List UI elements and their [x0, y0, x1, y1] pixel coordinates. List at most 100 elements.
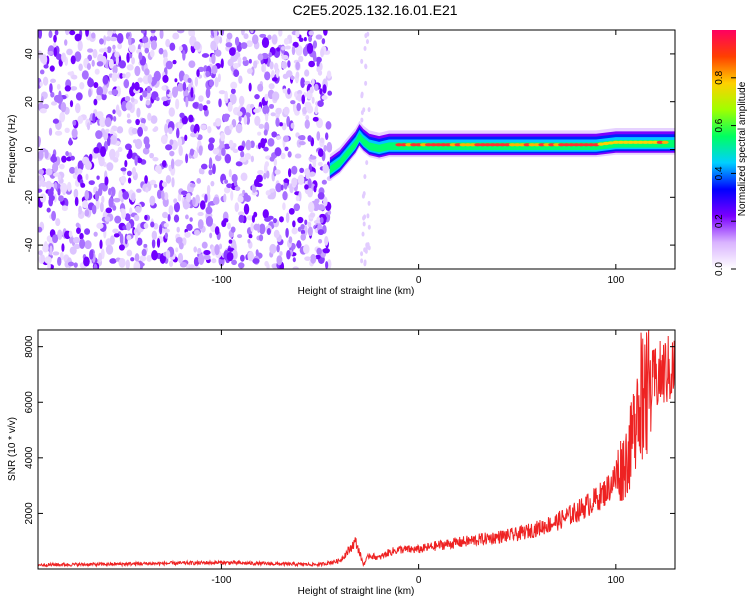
heatmap-cell [87, 54, 93, 62]
heatmap-cell [74, 103, 81, 114]
heatmap-ytick-label: 20 [24, 96, 35, 108]
heatmap-cell [79, 238, 86, 249]
heatmap-cell [300, 224, 305, 230]
heatmap-cell [161, 160, 167, 168]
heatmap-cell [175, 236, 183, 244]
heatmap-cell [318, 239, 323, 244]
heatmap-cell [113, 115, 117, 122]
heatmap-cell [85, 173, 89, 181]
heatmap-cell [264, 71, 271, 81]
heatmap-cell [186, 223, 193, 231]
heatmap-cell [302, 46, 309, 57]
heatmap-cell [114, 215, 122, 224]
heatmap-cell [57, 229, 63, 240]
ridge-core [454, 143, 462, 147]
heatmap-cell [279, 122, 283, 127]
heatmap-cell [126, 170, 132, 177]
heatmap-cell [123, 78, 130, 89]
heatmap-cell [60, 182, 68, 194]
snr-ytick-label: 4000 [24, 446, 35, 469]
heatmap-cell [364, 33, 368, 39]
heatmap-cell [208, 157, 213, 168]
heatmap-cell [107, 30, 113, 37]
heatmap-cell [76, 227, 81, 234]
heatmap-cell [169, 42, 176, 51]
heatmap-cell [201, 241, 208, 249]
heatmap-cell [197, 247, 202, 255]
heatmap-cell [109, 258, 117, 264]
heatmap-cell [112, 65, 118, 75]
heatmap-cell [113, 197, 121, 203]
heatmap-cell [360, 110, 364, 116]
heatmap-cell [184, 231, 191, 238]
ridge-core [632, 140, 640, 144]
heatmap-cell [110, 129, 114, 135]
heatmap-cell [192, 151, 199, 159]
heatmap-cell [273, 62, 279, 71]
heatmap-cell [267, 137, 275, 147]
heatmap-cell [319, 216, 324, 224]
heatmap-cell [144, 47, 150, 54]
heatmap-cell [189, 183, 196, 188]
heatmap-cell [212, 196, 220, 205]
heatmap-cell [211, 64, 218, 75]
heatmap-cell [139, 255, 147, 262]
heatmap-cell [97, 53, 104, 63]
heatmap-cell [91, 59, 95, 67]
heatmap-cell [124, 159, 128, 168]
heatmap-cell [50, 91, 55, 98]
heatmap-cell [125, 259, 130, 269]
heatmap-cell [230, 190, 234, 201]
heatmap-cell [46, 235, 52, 243]
heatmap-cell [126, 234, 132, 241]
heatmap-cell [282, 88, 287, 94]
heatmap-cell [39, 69, 45, 75]
heatmap-cell [267, 34, 272, 41]
heatmap-cell [322, 163, 330, 174]
heatmap-cell [193, 41, 201, 51]
heatmap-cell [38, 250, 43, 256]
heatmap-cell [96, 222, 104, 229]
snr-ytick-label: 8000 [24, 335, 35, 358]
heatmap-cell [185, 153, 189, 164]
heatmap-cell [297, 89, 303, 96]
snr-xlabel: Height of straight line (km) [298, 586, 415, 597]
heatmap-cell [223, 186, 231, 194]
heatmap-cell [271, 131, 278, 138]
heatmap-cell [69, 246, 77, 255]
heatmap-cell [196, 69, 200, 78]
ridge-core [656, 140, 664, 144]
heatmap-cell [220, 58, 224, 69]
heatmap-cell [166, 89, 170, 95]
ridge-core [651, 140, 659, 144]
heatmap-cell [248, 58, 252, 64]
heatmap-cell [58, 163, 65, 170]
heatmap-cell [98, 252, 103, 263]
heatmap-cell [290, 122, 295, 129]
heatmap-cell [179, 112, 185, 119]
ridge-core [622, 140, 630, 144]
heatmap-cell [263, 146, 269, 152]
heatmap-cell [74, 33, 82, 42]
heatmap-cell [96, 61, 104, 67]
heatmap-cell [361, 231, 365, 237]
heatmap-cell [108, 197, 114, 208]
heatmap-cell [224, 90, 228, 102]
ridge-core [641, 140, 649, 144]
heatmap-cell [127, 177, 132, 184]
heatmap-cell [109, 148, 116, 160]
heatmap-cell [198, 103, 204, 112]
heatmap-cell [146, 85, 152, 94]
heatmap-cell [220, 132, 226, 142]
heatmap-cell [260, 137, 266, 149]
heatmap-cell [230, 226, 236, 233]
heatmap-cell [140, 117, 146, 125]
heatmap-cell [204, 193, 208, 204]
heatmap-cell [281, 122, 287, 131]
heatmap-ytick-label: -20 [24, 190, 35, 205]
heatmap-cell [67, 261, 75, 267]
heatmap-cell [102, 75, 109, 85]
heatmap-cell [154, 164, 162, 173]
heatmap-cell [223, 113, 231, 119]
